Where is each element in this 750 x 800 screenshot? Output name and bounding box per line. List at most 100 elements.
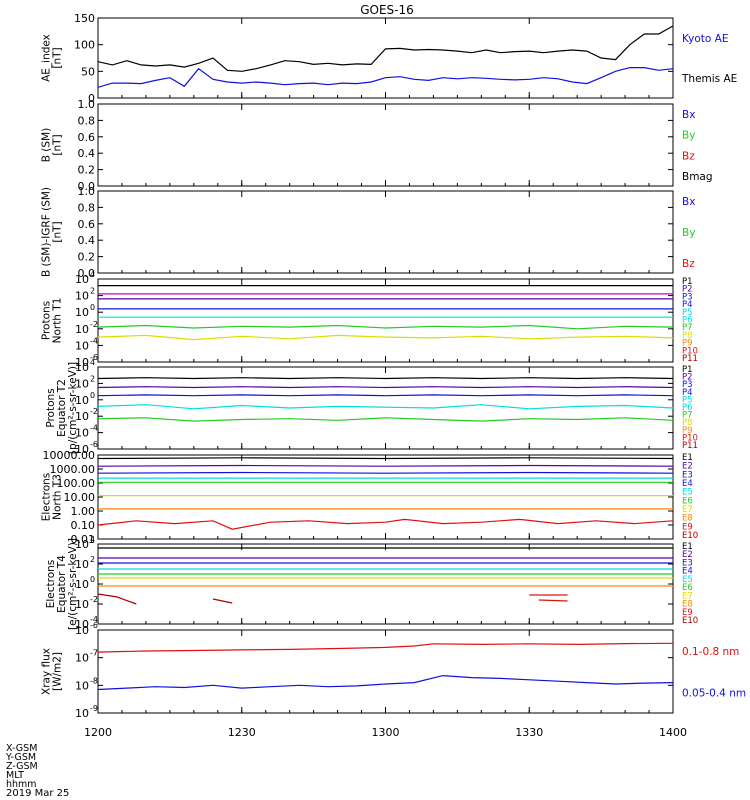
- legend-p7: P7: [682, 323, 693, 333]
- y-tick-label: 150: [74, 12, 95, 25]
- legend-bx: Bx: [682, 196, 695, 208]
- legend-bz: Bz: [682, 150, 695, 162]
- panel-4-frame: [97, 278, 674, 363]
- legend-p9: P9: [682, 426, 693, 436]
- legend-p1: P1: [682, 365, 693, 375]
- y-tick-label-base: 10: [75, 558, 89, 571]
- footer-date: 2019 Mar 25: [6, 788, 69, 799]
- y-axis-label: Equator T4: [56, 555, 68, 613]
- legend-bmag: Bmag: [682, 171, 713, 183]
- y-tick-label-exponent: -8: [90, 676, 98, 685]
- legend-0-1-0-8-nm: 0.1-0.8 nm: [682, 646, 739, 658]
- series-line-e1: [97, 457, 674, 460]
- series-line-0-1-0-8-nm: [97, 642, 674, 653]
- y-tick-label-base: 10: [75, 306, 89, 319]
- legend-p11: P11: [682, 354, 698, 364]
- legend-e8: E8: [682, 514, 693, 524]
- legend-e3: E3: [682, 470, 693, 480]
- y-tick-label: 100: [74, 39, 95, 52]
- y-tick-label-exponent: 0: [90, 575, 95, 584]
- y-tick-label-base: 10: [75, 356, 89, 369]
- legend-p3: P3: [682, 292, 693, 302]
- y-tick-label: 0: [88, 92, 95, 105]
- segment-e9: [212, 598, 233, 604]
- y-tick-label-base: 10: [75, 323, 89, 336]
- y-tick-label-exponent: -4: [90, 336, 98, 345]
- legend-bz: Bz: [682, 258, 695, 270]
- legend-e10: E10: [682, 616, 698, 626]
- y-tick-label-exponent: 4: [90, 358, 95, 367]
- panel-8-frame: [97, 629, 674, 714]
- x-tick-label: 1300: [372, 726, 400, 739]
- y-tick-label: 0.8: [78, 114, 96, 127]
- panel-3-frame: [97, 190, 674, 274]
- legend-kyoto-ae: Kyoto AE: [682, 33, 728, 45]
- legend-e6: E6: [682, 496, 693, 506]
- series-line-kyoto-ae: [97, 66, 674, 88]
- y-tick-label: 10.00: [64, 491, 96, 504]
- y-tick-label-exponent: -2: [90, 407, 98, 416]
- legend-p10: P10: [682, 346, 698, 356]
- y-tick-label-exponent: 0: [90, 303, 95, 312]
- legend-by: By: [682, 130, 695, 142]
- legend-e7: E7: [682, 505, 693, 515]
- y-tick-label-exponent: -4: [90, 615, 98, 624]
- y-axis-label: AE_index: [41, 34, 53, 82]
- y-tick-label: 0.2: [78, 251, 96, 264]
- series-line-p1: [97, 377, 674, 380]
- y-axis-label: [p/(cm²-s-sr-keV)]: [67, 362, 79, 454]
- plot-title: GOES-16: [360, 3, 414, 17]
- legend-p11: P11: [682, 441, 698, 451]
- y-tick-label-exponent: 2: [90, 287, 95, 296]
- legend-e4: E4: [682, 567, 693, 577]
- y-tick-label: 1.0: [78, 185, 96, 198]
- series-line-e2: [97, 464, 674, 467]
- y-tick-label-exponent: -2: [90, 595, 98, 604]
- y-tick-label-base: 10: [75, 290, 89, 303]
- legend-0-05-0-4-nm: 0.05-0.4 nm: [682, 687, 746, 699]
- y-tick-label-base: 10: [75, 598, 89, 611]
- y-tick-label-exponent: -6: [90, 440, 98, 449]
- legend-e3: E3: [682, 558, 693, 568]
- series-line-p8: [97, 334, 674, 341]
- legend-p1: P1: [682, 277, 693, 287]
- panel-7-frame: [97, 543, 674, 625]
- legend-p7: P7: [682, 411, 693, 421]
- y-tick-label: 0.4: [78, 147, 96, 160]
- legend-p8: P8: [682, 418, 693, 428]
- legend-e1: E1: [682, 453, 693, 463]
- y-tick-label-exponent: -4: [90, 424, 98, 433]
- y-tick-label: 0.0: [78, 267, 96, 280]
- y-tick-label-base: 10: [75, 578, 89, 591]
- legend-e2: E2: [682, 550, 693, 560]
- y-axis-label: North T3: [52, 474, 64, 520]
- legend-e10: E10: [682, 531, 698, 541]
- y-axis-label: B (SM): [41, 128, 53, 162]
- y-tick-label-exponent: 4: [90, 535, 95, 544]
- y-tick-label-exponent: 2: [90, 555, 95, 564]
- legend-p6: P6: [682, 403, 693, 413]
- panel-2-frame: [97, 103, 674, 187]
- y-tick-label: 0.0: [78, 180, 96, 193]
- series-line-p2: [97, 386, 674, 389]
- y-tick-label-base: 10: [75, 624, 89, 637]
- legend-p8: P8: [682, 331, 693, 341]
- y-axis-label: Protons: [41, 301, 53, 340]
- legend-e4: E4: [682, 479, 693, 489]
- y-tick-label: 10000.00: [43, 449, 96, 462]
- y-tick-label: 0.2: [78, 164, 96, 177]
- y-axis-label: Protons: [45, 388, 57, 427]
- series-line-p7: [97, 324, 674, 330]
- y-axis-label: North T1: [52, 298, 64, 344]
- y-tick-label: 100.00: [57, 477, 96, 490]
- y-tick-label: 1000.00: [50, 463, 96, 476]
- footer-row-label: hhmm: [6, 779, 37, 790]
- footer-row-label: Y-GSM: [5, 752, 36, 763]
- y-tick-label-base: 10: [75, 707, 89, 720]
- legend-by: By: [682, 227, 695, 239]
- legend-e1: E1: [682, 542, 693, 552]
- y-tick-label-exponent: -6: [90, 353, 98, 362]
- y-tick-label: 1.0: [78, 98, 96, 111]
- y-tick-label-exponent: 4: [90, 270, 95, 279]
- legend-e6: E6: [682, 583, 693, 593]
